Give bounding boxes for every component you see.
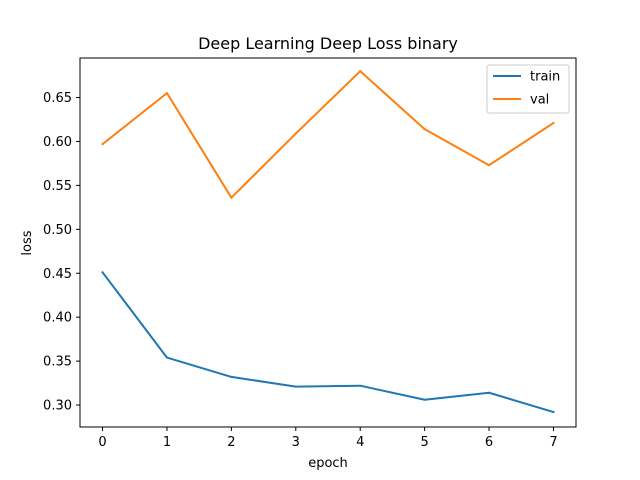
- data-point-val-5: [423, 128, 426, 131]
- y-tick-label-5: 0.55: [43, 179, 72, 194]
- y-tick-label-1: 0.35: [43, 355, 72, 370]
- data-point-val-1: [165, 92, 168, 95]
- x-tick-label-3: 3: [292, 435, 300, 450]
- data-point-train-5: [423, 398, 426, 401]
- data-point-val-6: [488, 164, 491, 167]
- legend-label-val: val: [530, 93, 549, 108]
- y-axis: 0.30 0.35 0.40 0.45 0.50 0.55 0.60 0.65: [43, 91, 80, 414]
- series-layer: [101, 70, 555, 414]
- data-point-train-3: [294, 385, 297, 388]
- data-point-val-4: [359, 70, 362, 73]
- data-point-train-1: [165, 356, 168, 359]
- chart-title: Deep Learning Deep Loss binary: [198, 34, 458, 53]
- y-tick-label-7: 0.65: [43, 91, 72, 106]
- data-point-train-0: [101, 271, 104, 274]
- y-tick-label-0: 0.30: [43, 399, 72, 414]
- data-point-val-7: [552, 122, 555, 125]
- x-tick-label-1: 1: [163, 435, 171, 450]
- series-line-train: [101, 270, 555, 414]
- x-tick-label-5: 5: [420, 435, 428, 450]
- y-tick-label-6: 0.60: [43, 135, 72, 150]
- data-point-val-0: [101, 143, 104, 146]
- x-tick-label-2: 2: [227, 435, 235, 450]
- x-axis: 0 1 2 3 4 5 6 7: [98, 427, 558, 450]
- series-line-val: [101, 70, 555, 199]
- x-tick-label-0: 0: [98, 435, 106, 450]
- y-tick-label-3: 0.45: [43, 267, 72, 282]
- data-point-train-6: [488, 391, 491, 394]
- data-point-train-7: [552, 411, 555, 414]
- data-point-val-3: [294, 132, 297, 135]
- x-tick-label-6: 6: [485, 435, 493, 450]
- y-axis-label: loss: [20, 230, 35, 255]
- y-tick-label-2: 0.40: [43, 311, 72, 326]
- legend: train val: [486, 64, 570, 114]
- data-point-val-2: [230, 196, 233, 199]
- plot-frame: [79, 57, 577, 428]
- x-tick-label-7: 7: [549, 435, 557, 450]
- x-axis-label: epoch: [308, 456, 348, 471]
- legend-label-train: train: [530, 70, 560, 85]
- data-point-train-2: [230, 375, 233, 378]
- data-point-train-4: [359, 384, 362, 387]
- y-tick-label-4: 0.50: [43, 223, 72, 238]
- x-tick-label-4: 4: [356, 435, 364, 450]
